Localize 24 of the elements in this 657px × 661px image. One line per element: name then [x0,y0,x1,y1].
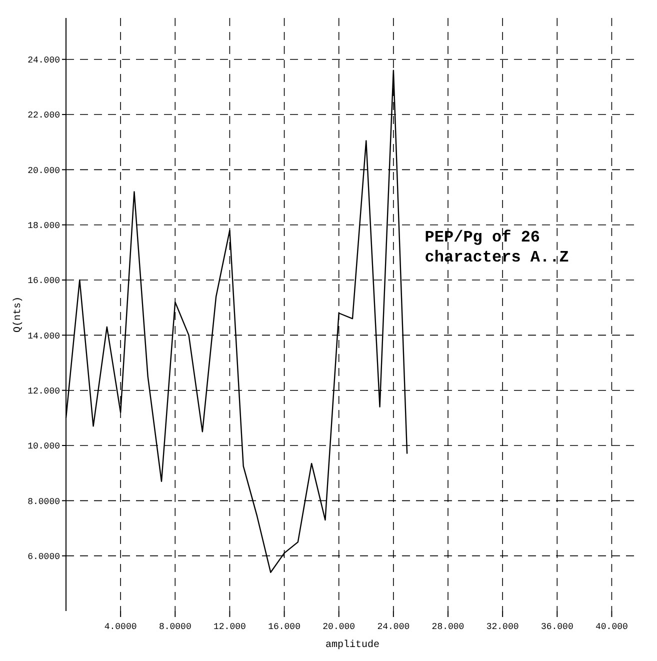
x-tick-label: 12.000 [214,622,246,632]
y-axis-title: Q(nts) [12,296,24,333]
x-tick-label: 16.000 [268,622,300,632]
x-tick-label: 40.000 [596,622,628,632]
y-tick-label: 18.000 [28,221,60,232]
x-tick-label: 24.000 [377,622,410,632]
y-tick-label: 24.000 [28,56,60,66]
x-tick-label: 8.0000 [158,622,192,632]
x-tick-label: 4.0000 [104,622,137,632]
y-tick-label: 16.000 [28,276,60,286]
y-tick-label: 12.000 [28,386,60,396]
y-tick-label: 14.000 [28,331,60,342]
x-tick-label: 32.000 [486,622,519,632]
y-tick-label: 6.0000 [28,552,60,562]
x-tick-label: 28.000 [432,622,464,632]
annotation: characters A..Z [424,248,569,266]
x-axis-title: amplitude [325,639,380,651]
x-tick-label: 20.000 [322,622,356,632]
y-tick-label: 8.0000 [28,496,60,507]
y-tick-label: 22.000 [28,110,60,121]
x-tick-label: 36.000 [540,622,574,632]
y-tick-label: 20.000 [28,166,60,176]
y-tick-label: 10.000 [28,442,60,452]
annotation: PEP/Pg of 26 [424,228,540,246]
